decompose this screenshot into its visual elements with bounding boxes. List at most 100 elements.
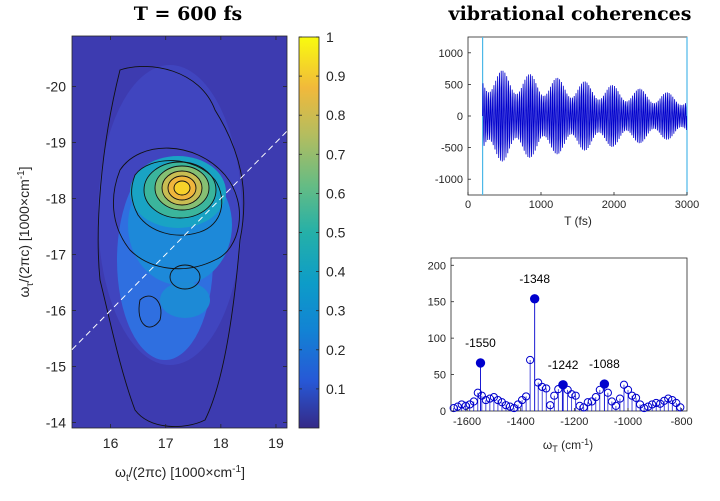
stem-open-marker (449, 403, 458, 413)
stem-y-tick-label: 150 (428, 297, 446, 309)
line-y-tick-label: 1000 (439, 48, 463, 60)
coherence-line-plot: 0 1000 2000 3000 -1000 -500 0 500 1000 (435, 36, 699, 211)
line-y-tick-label: -1000 (435, 174, 463, 186)
line-y-ticks: -1000 -500 0 500 1000 (435, 48, 471, 186)
heatmap-x-label-subscript: t (126, 473, 129, 484)
stem-open-marker (611, 401, 621, 410)
colorbar-ticks: 0.1 0.2 0.3 0.4 0.5 0.6 0.7 0.8 0.9 1 (299, 29, 346, 397)
heatmap-x-tick-label: 17 (158, 435, 174, 451)
contour-8 (173, 180, 191, 196)
stem-filled-series: -1550 -1348 -1242 -1088 (465, 272, 620, 411)
heatmap-y-label: ωτ/(2πc) [1000×cm-1] (16, 166, 36, 297)
heatmap-y-tick-label: -15 (46, 358, 66, 374)
heatmap-y-tick-label: -16 (46, 302, 66, 318)
stem-peak-label: -1242 (548, 358, 579, 372)
stem-open-marker (571, 391, 580, 400)
stem-peak-label: -1550 (465, 336, 496, 350)
stem-x-label-superscript: -1 (581, 437, 589, 447)
stem-open-marker (595, 385, 604, 394)
stem-x-tick-label: -1200 (560, 416, 588, 428)
heatmap-y-tick-label: -19 (46, 134, 66, 150)
stem-open-marker (664, 394, 673, 403)
heatmap-level-09 (174, 181, 190, 195)
stem-x-label: ωT (cm-1) (543, 437, 593, 454)
heatmap-y-tick-label: -17 (46, 246, 66, 262)
line-title: vibrational coherences (448, 3, 692, 25)
heatmap-field (97, 65, 245, 428)
heatmap-y-label-text: /(2πc) [1000×cm (16, 179, 32, 282)
stem-x-tick-label: -1400 (507, 416, 535, 428)
line-x-tick-label: 0 (465, 199, 471, 211)
heatmap-x-label: ωt/(2πc) [1000×cm-1] (115, 464, 245, 484)
line-y-tick-label: 500 (445, 79, 463, 91)
line-x-tick-label: 1000 (529, 199, 553, 211)
stem-filled-marker (599, 379, 610, 389)
contour-4 (143, 161, 217, 219)
stem-open-marker (591, 393, 600, 402)
stem-open-marker (521, 392, 531, 401)
stem-open-marker (501, 401, 511, 410)
contour-outer (97, 65, 245, 428)
diagonal-dashed-line (71, 130, 288, 350)
heatmap-x-tick-label: 18 (213, 435, 229, 451)
stem-y-tick-label: 50 (434, 370, 446, 382)
stem-open-marker (615, 394, 625, 403)
fourier-stem-plot: -1550 -1348 -1242 -1088 -1600 -1400 -1200 -100… (428, 257, 693, 428)
stem-open-marker (627, 391, 637, 400)
stem-open-marker (652, 398, 661, 408)
stem-open-marker (567, 390, 576, 399)
heatmap-frame (71, 35, 288, 429)
colorbar-tick-label: 0.6 (326, 185, 346, 201)
heatmap-title: T = 600 fs (134, 3, 242, 25)
stem-open-marker (505, 402, 515, 411)
stem-open-marker (648, 400, 657, 409)
stem-frame (450, 257, 688, 412)
heatmap-contours (97, 65, 245, 428)
line-x-tick-label: 2000 (602, 199, 626, 211)
heatmap-y-label-end: ] (16, 166, 32, 170)
stem-open-marker (546, 401, 555, 410)
heatmap-x-label-text: /(2πc) [1000×cm (129, 464, 232, 480)
line-x-tick-label: 3000 (675, 199, 699, 211)
stem-open-marker (542, 384, 551, 393)
colorbar-tick-label: 0.9 (326, 68, 346, 84)
stem-open-marker (461, 401, 470, 410)
stem-filled-marker (475, 358, 486, 368)
heatmap-x-label-symbol: ω (115, 464, 126, 480)
stem-open-marker (676, 403, 685, 412)
heatmap-side-lobe (160, 282, 210, 318)
stem-open-marker (550, 391, 559, 400)
stem-open-marker (639, 403, 649, 413)
colorbar-tick-label: 0.7 (326, 146, 346, 162)
colorbar-tick-label: 0.2 (326, 342, 346, 358)
heatmap-y-label-subscript: τ (25, 283, 36, 287)
stem-open-marker (538, 382, 547, 392)
line-y-tick-label: -500 (441, 143, 463, 155)
stem-filled-marker (529, 294, 540, 304)
stem-open-marker (660, 396, 669, 405)
contour-lower (138, 295, 162, 328)
stem-open-marker (469, 397, 478, 406)
contour-7 (167, 175, 197, 201)
contour-6 (161, 170, 203, 206)
stem-y-tick-label: 100 (428, 333, 446, 345)
line-x-label: T (fs) (564, 214, 592, 228)
stem-open-marker (631, 393, 641, 402)
stem-x-tick-label: -1600 (453, 416, 481, 428)
stem-peak-label: -1088 (589, 357, 620, 371)
colorbar-tick-label: 0.1 (326, 381, 346, 397)
stem-open-marker (579, 403, 588, 412)
contour-5 (154, 165, 210, 211)
colorbar-tick-label: 0.8 (326, 107, 346, 123)
stem-open-marker (485, 394, 494, 403)
line-x-ticks: 0 1000 2000 3000 (465, 192, 699, 211)
diagonal-line (71, 130, 288, 350)
stem-x-label-symbol: ω (543, 438, 552, 452)
stem-open-marker (481, 395, 490, 405)
stem-x-ticks: -1600 -1400 -1200 -1000 -800 (453, 408, 693, 428)
colorbar-tick-label: 0.4 (326, 264, 346, 280)
stem-y-tick-label: 200 (428, 260, 446, 272)
stem-open-marker (493, 395, 503, 405)
heatmap-x-label-superscript: -1 (232, 464, 241, 475)
heatmap-x-tick-label: 19 (268, 435, 284, 451)
